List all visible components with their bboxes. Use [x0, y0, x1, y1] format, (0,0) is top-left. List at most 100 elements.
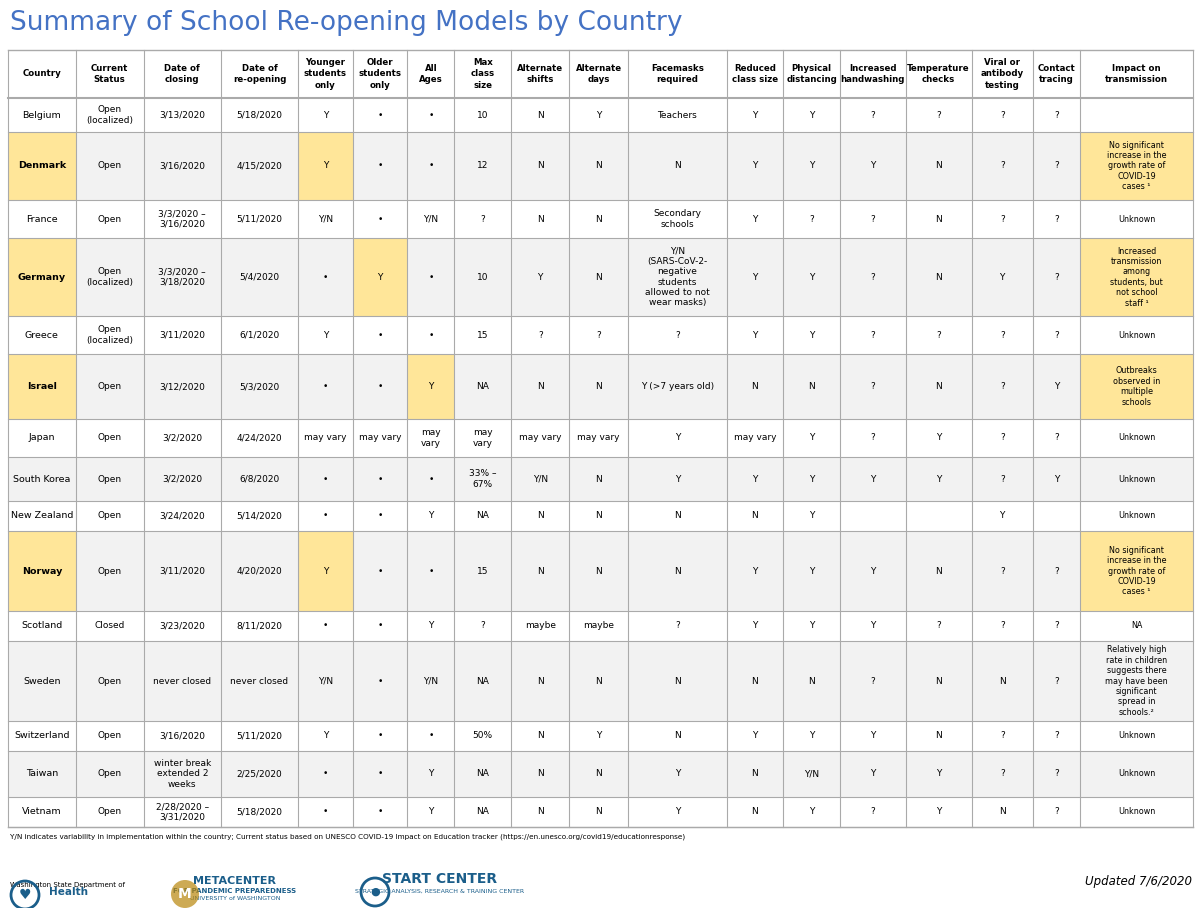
Text: Taiwan: Taiwan	[25, 769, 58, 778]
Text: Switzerland: Switzerland	[14, 732, 70, 741]
Text: winter break
extended 2
weeks: winter break extended 2 weeks	[154, 759, 211, 789]
Text: NA: NA	[476, 511, 490, 520]
Text: 4/15/2020: 4/15/2020	[236, 162, 282, 171]
Text: ?: ?	[674, 621, 679, 630]
Text: Y: Y	[538, 272, 542, 281]
Text: N: N	[536, 111, 544, 120]
Text: Reduced
class size: Reduced class size	[732, 64, 778, 84]
Text: 3/13/2020: 3/13/2020	[160, 111, 205, 120]
Text: Y: Y	[870, 567, 876, 576]
Text: •: •	[323, 475, 328, 483]
Text: •: •	[377, 111, 383, 120]
Text: All
Ages: All Ages	[419, 64, 443, 84]
Text: Y: Y	[752, 162, 757, 171]
Text: ?: ?	[1000, 621, 1004, 630]
Text: Y: Y	[428, 511, 433, 520]
Text: may vary: may vary	[359, 433, 401, 442]
Text: M: M	[178, 887, 192, 901]
Text: Date of
closing: Date of closing	[164, 64, 200, 84]
Text: Open: Open	[97, 807, 121, 816]
Text: 5/11/2020: 5/11/2020	[236, 732, 282, 741]
Text: 5/14/2020: 5/14/2020	[236, 511, 282, 520]
Text: NA: NA	[476, 382, 490, 391]
Text: N: N	[751, 382, 758, 391]
Text: ?: ?	[1054, 769, 1058, 778]
Text: ?: ?	[1000, 214, 1004, 223]
Text: Y: Y	[674, 475, 680, 483]
Text: N: N	[595, 382, 602, 391]
Text: Y: Y	[752, 214, 757, 223]
Text: N: N	[595, 769, 602, 778]
Text: ?: ?	[936, 111, 941, 120]
Text: ?: ?	[870, 382, 875, 391]
Text: Y: Y	[809, 621, 814, 630]
Text: ?: ?	[1054, 621, 1058, 630]
Text: •: •	[377, 331, 383, 340]
Text: Outbreaks
observed in
multiple
schools: Outbreaks observed in multiple schools	[1112, 367, 1160, 407]
Bar	[8, 797, 1193, 827]
Text: N: N	[595, 567, 602, 576]
Text: Increased
handwashing: Increased handwashing	[840, 64, 905, 84]
Text: Y: Y	[323, 162, 328, 171]
Text: •: •	[428, 567, 433, 576]
Text: Y/N: Y/N	[318, 676, 334, 686]
Text: New Zealand: New Zealand	[11, 511, 73, 520]
Text: Y: Y	[809, 331, 814, 340]
Text: Unknown: Unknown	[1118, 732, 1156, 741]
Text: ●: ●	[370, 887, 380, 897]
Text: •: •	[377, 382, 383, 391]
Bar	[298, 531, 353, 611]
Text: 3/11/2020: 3/11/2020	[160, 331, 205, 340]
Bar	[8, 316, 1193, 354]
Text: 3/12/2020: 3/12/2020	[160, 382, 205, 391]
Text: ?: ?	[480, 621, 485, 630]
Text: Y: Y	[752, 272, 757, 281]
Text: may
vary: may vary	[421, 429, 440, 448]
Text: 15: 15	[478, 567, 488, 576]
Text: Younger
students
only: Younger students only	[304, 58, 347, 90]
Text: Y/N
(SARS-CoV-2-
negative
students
allowed to not
wear masks): Y/N (SARS-CoV-2- negative students allow…	[644, 246, 709, 308]
Text: N: N	[536, 511, 544, 520]
Text: Alternate
days: Alternate days	[576, 64, 622, 84]
Text: •: •	[377, 162, 383, 171]
Text: Older
students
only: Older students only	[359, 58, 402, 90]
Text: Vietnam: Vietnam	[22, 807, 61, 816]
Text: Y: Y	[377, 272, 383, 281]
Text: ?: ?	[1000, 162, 1004, 171]
Text: Unknown: Unknown	[1118, 769, 1156, 778]
Text: N: N	[595, 162, 602, 171]
Bar	[8, 457, 1193, 501]
Text: Norway: Norway	[22, 567, 62, 576]
Text: ?: ?	[1000, 433, 1004, 442]
Text: N: N	[674, 676, 680, 686]
Text: Y: Y	[809, 111, 814, 120]
Text: Y/N indicates variability in implementation within the country; Current status b: Y/N indicates variability in implementat…	[10, 833, 685, 840]
Text: may vary: may vary	[304, 433, 347, 442]
Text: N: N	[751, 511, 758, 520]
Text: Current
Status: Current Status	[91, 64, 128, 84]
Bar	[8, 641, 1193, 721]
Text: may vary: may vary	[518, 433, 562, 442]
Bar	[8, 50, 1193, 98]
Bar	[8, 721, 1193, 751]
Text: Increased
transmission
among
students, but
not school
staff ¹: Increased transmission among students, b…	[1110, 246, 1163, 308]
Text: France: France	[26, 214, 58, 223]
Text: •: •	[377, 621, 383, 630]
Text: Teachers: Teachers	[658, 111, 697, 120]
Bar	[1080, 238, 1193, 316]
Text: ?: ?	[1000, 111, 1004, 120]
Text: N: N	[935, 732, 942, 741]
Text: Y: Y	[1000, 272, 1004, 281]
Bar	[353, 238, 407, 316]
Text: Y: Y	[752, 567, 757, 576]
Bar	[8, 611, 1193, 641]
Text: ?: ?	[870, 214, 875, 223]
Text: Y: Y	[323, 111, 328, 120]
Text: Contact
tracing: Contact tracing	[1038, 64, 1075, 84]
Text: N: N	[595, 272, 602, 281]
Text: •: •	[428, 475, 433, 483]
Text: Y/N: Y/N	[804, 769, 820, 778]
Text: N: N	[595, 807, 602, 816]
Text: 3/24/2020: 3/24/2020	[160, 511, 205, 520]
Text: Secondary
schools: Secondary schools	[653, 210, 701, 229]
